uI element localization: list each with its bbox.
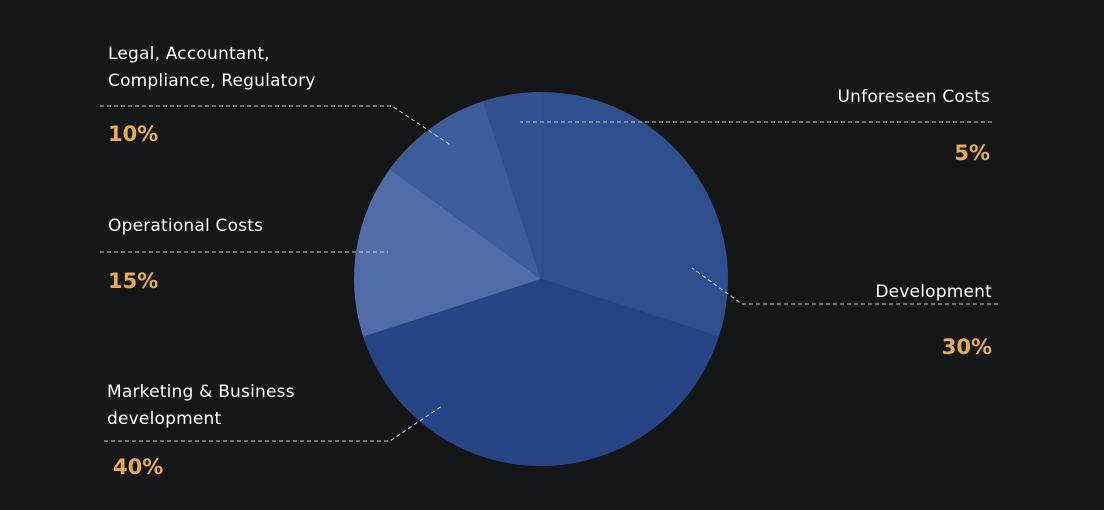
- pie-slice: [363, 279, 719, 466]
- slice-label: Development: [875, 282, 992, 302]
- slice-label: Marketing & Business development: [107, 382, 295, 429]
- value-label: 30%: [941, 335, 992, 359]
- slice-label: Legal, Accountant, Compliance, Regulator…: [108, 44, 316, 91]
- slice-label: Unforeseen Costs: [837, 87, 990, 107]
- pie-slice: [541, 92, 728, 337]
- leader-line: [691, 267, 998, 305]
- value-label: 10%: [108, 122, 159, 146]
- pie-slice: [389, 101, 541, 279]
- value-label: 5%: [954, 141, 990, 165]
- slice-label: Operational Costs: [108, 216, 264, 236]
- value-label: 15%: [108, 269, 159, 293]
- pie-slice: [354, 169, 541, 337]
- pie-slice: [483, 92, 541, 279]
- value-label: 40%: [113, 455, 164, 479]
